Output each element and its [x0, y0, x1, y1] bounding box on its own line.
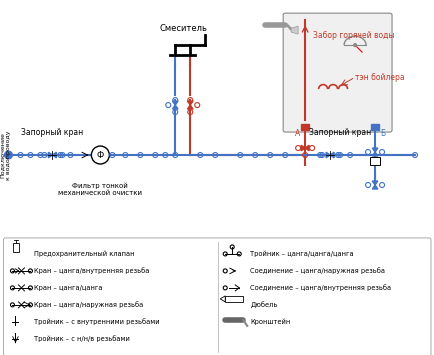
Text: Фильтр тонкой
механической очистки: Фильтр тонкой механической очистки — [58, 183, 142, 197]
Text: Кронштейн: Кронштейн — [250, 318, 290, 325]
Text: Подключение
к водопроводу: Подключение к водопроводу — [0, 130, 11, 180]
Polygon shape — [301, 145, 305, 151]
Text: Ф: Ф — [97, 151, 104, 159]
Bar — [13, 243, 20, 252]
Text: тэн бойлера: тэн бойлера — [355, 73, 405, 82]
Text: Кран – цанга/внутренняя резьба: Кран – цанга/внутренняя резьба — [34, 267, 150, 274]
Polygon shape — [305, 145, 309, 151]
Text: Соединение – цанга/внутренняя резьба: Соединение – цанга/внутренняя резьба — [250, 284, 391, 291]
Polygon shape — [291, 26, 298, 34]
Text: Запорный кран: Запорный кран — [21, 128, 83, 137]
Polygon shape — [330, 152, 334, 158]
Text: Б: Б — [381, 129, 386, 137]
Text: Тройник – с н/н/в резьбами: Тройник – с н/н/в резьбами — [34, 335, 130, 342]
Polygon shape — [187, 105, 193, 109]
Text: Кран – цанга/цанга: Кран – цанга/цанга — [34, 285, 103, 291]
Polygon shape — [172, 105, 178, 109]
Text: Тройник – цанга/цанга/цанга: Тройник – цанга/цанга/цанга — [250, 251, 354, 257]
Text: Запорный кран: Запорный кран — [309, 128, 371, 137]
Text: Кран – цанга/наружная резьба: Кран – цанга/наружная резьба — [34, 301, 144, 308]
Circle shape — [4, 151, 13, 159]
Polygon shape — [187, 101, 193, 105]
Bar — [301, 124, 309, 130]
Polygon shape — [326, 152, 330, 158]
Text: Дюбель: Дюбель — [250, 301, 278, 308]
Circle shape — [354, 44, 357, 47]
FancyBboxPatch shape — [283, 13, 392, 132]
Bar — [370, 157, 380, 165]
Text: Тройник – с внутренними резьбами: Тройник – с внутренними резьбами — [34, 318, 160, 325]
Text: Предохранительный клапан: Предохранительный клапан — [34, 251, 135, 257]
Text: Соединение – цанга/наружная резьба: Соединение – цанга/наружная резьба — [250, 267, 385, 274]
Polygon shape — [172, 101, 178, 105]
Bar — [225, 296, 243, 302]
Polygon shape — [372, 185, 378, 189]
Polygon shape — [372, 152, 378, 156]
Text: Забор горячей воды: Забор горячей воды — [313, 31, 395, 40]
Polygon shape — [220, 296, 225, 302]
Circle shape — [92, 146, 109, 164]
Text: Смеситель: Смеситель — [159, 24, 207, 33]
Bar — [371, 124, 379, 130]
Polygon shape — [53, 152, 56, 158]
Polygon shape — [372, 148, 378, 152]
FancyBboxPatch shape — [3, 238, 431, 355]
Polygon shape — [372, 181, 378, 185]
Polygon shape — [49, 152, 53, 158]
Text: А: А — [295, 129, 300, 137]
